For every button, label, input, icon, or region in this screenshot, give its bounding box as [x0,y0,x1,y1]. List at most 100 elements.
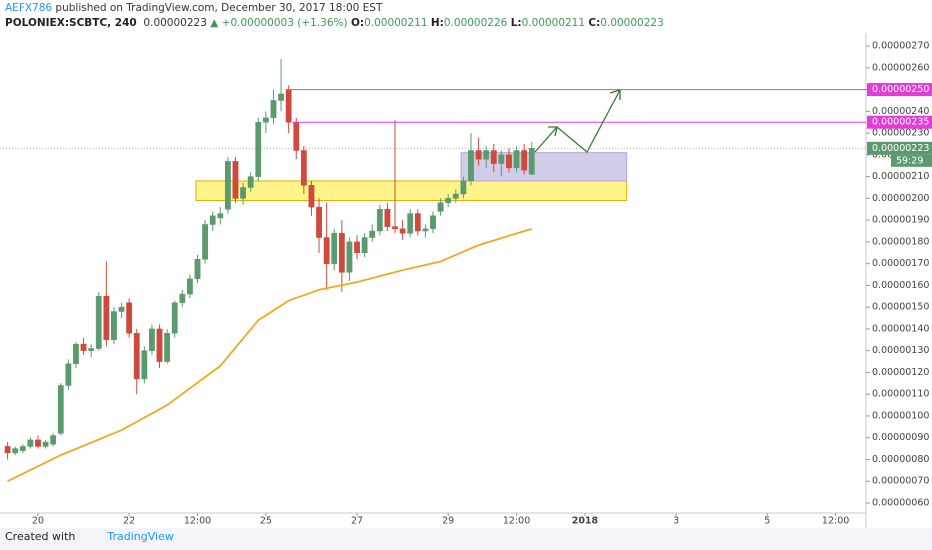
x-tick-label: 22 [123,516,135,527]
candle-body [111,311,117,341]
header-line: AEFX786 published on TradingView.com, De… [5,1,664,16]
x-tick-label: 27 [351,516,363,527]
candle-body [308,185,315,208]
candle-body [285,89,292,123]
candle-body [300,150,307,186]
footer-bar [0,528,932,550]
candle-body [346,241,353,273]
x-tick-label: 20 [32,516,44,527]
level-tag [867,83,932,97]
candle-body [354,241,360,254]
zone [195,180,628,202]
level-tag-label: 0.00000235 [872,117,929,128]
candle-body [460,180,467,195]
l: 0.00000211 [521,17,586,29]
candle-body [164,333,171,362]
header: AEFX786 published on TradingView.com, De… [5,1,664,31]
last: 0.00000223 [143,17,207,29]
y-tick-label: 0.00000070 [872,476,929,487]
candle-body [73,343,79,364]
c: 0.00000223 [600,17,664,29]
candle-body [323,237,330,264]
candle-body [316,206,322,238]
countdown-tag [891,154,932,167]
candle-body [4,446,11,454]
candle-body [338,232,345,273]
candle-body [224,161,231,210]
y-tick-label: 0.00000240 [872,106,929,117]
candle-body [445,198,452,203]
candle-body [217,213,224,219]
x-tick-label: 5 [764,516,770,527]
candle-body [528,148,535,175]
x-tick-label: 29 [442,516,454,527]
x-tick-label: 25 [260,516,272,527]
candle-body [430,215,436,230]
candle-body [240,187,246,199]
x-tick-label: 12:00 [822,516,849,527]
candle-body [80,343,87,351]
y-tick-label: 0.00000130 [872,345,929,356]
y-tick-label: 0.00000060 [872,497,929,508]
brand[interactable]: TradingView [107,530,174,543]
candle-body [12,448,19,454]
y-tick-label: 0.00000090 [872,432,929,443]
last-price-label: 0.00000223 [872,143,929,154]
candle-body [156,328,163,362]
candle-body [262,117,269,123]
change: ▲ +0.00000003 (+1.36%) [210,17,348,29]
candle-body [414,213,421,232]
candle-body [103,296,110,341]
candle-body [498,154,505,164]
c-label: C: [588,17,601,29]
author[interactable]: AEFX786 [5,2,53,14]
ema-line [7,227,533,483]
l-label: L: [510,17,522,29]
o-label: O: [350,17,365,29]
level-tag [867,115,932,129]
symbol: POLONIEX:SCBTC, 240 [5,17,137,29]
candle-body [19,446,26,452]
y-tick-label: 0.00000150 [872,302,929,313]
y-tick-label: 0.00000110 [872,389,929,400]
candle-body [187,278,193,295]
candle-body [407,213,414,234]
candle-body [65,363,72,386]
candle-body [468,150,474,182]
y-tick-label: 0.00000200 [872,193,929,204]
y-tick-label: 0.00000210 [872,171,929,182]
y-tick-label: 0.00000180 [872,236,929,247]
x-tick-label: 12:00 [503,516,530,527]
countdown-label: 59:29 [896,155,923,166]
h-label: H: [430,17,444,29]
candle-body [35,439,41,447]
candle-body [42,441,49,447]
candle-body [179,293,186,304]
candle-body [209,215,216,225]
candle-body [513,150,520,169]
candle-body [27,439,34,447]
o: 0.00000211 [364,17,428,29]
y-tick-label: 0.00000190 [872,215,929,226]
candle-body [331,232,338,264]
y-tick-label: 0.00000120 [872,367,929,378]
candle-body [57,385,64,434]
x-tick-label: 2018 [572,516,599,527]
candle-body [490,150,497,164]
candle-body [278,93,284,101]
y-tick-label: 0.00000140 [872,323,929,334]
candle-body [483,150,490,160]
y-tick-label: 0.00000170 [872,258,929,269]
candle-body [392,226,398,230]
candle-body [399,228,406,234]
level-tag-label: 0.00000250 [872,84,929,95]
candle-body [384,208,391,227]
y-tick-label: 0.00000160 [872,280,929,291]
x-tick-label: 12:00 [184,516,211,527]
candle-body [95,296,102,349]
candle-body [475,150,482,160]
candle-body [255,121,262,177]
candle-body [171,302,178,334]
